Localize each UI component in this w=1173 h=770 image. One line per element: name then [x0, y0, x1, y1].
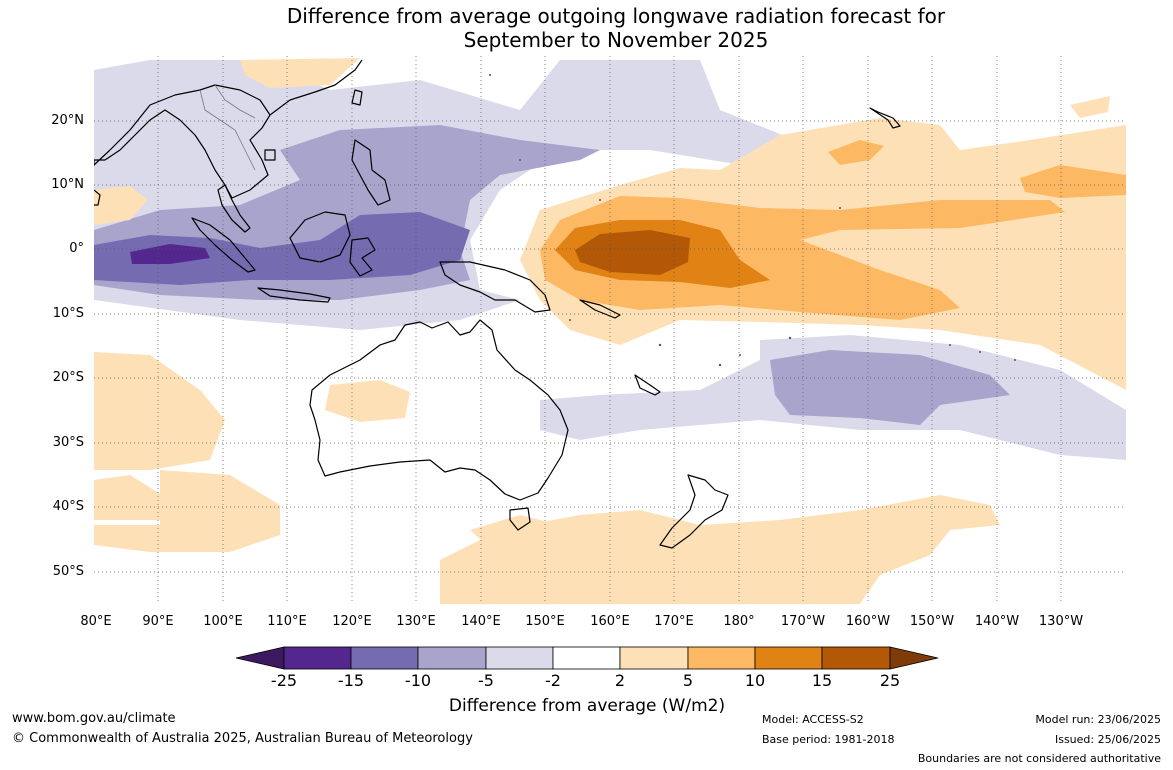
lon-tick-90e: 90°E: [142, 614, 174, 629]
coastline-hainan: [264, 149, 276, 161]
coastline-philippines: [351, 139, 391, 206]
lon-tick-110e: 110°E: [267, 614, 307, 629]
coastline-solomons: [579, 299, 621, 319]
island-dots: [489, 74, 1016, 367]
coastline-java: [257, 287, 331, 303]
lon-tick-180: 180°: [723, 614, 755, 629]
coastline-new-guinea: [439, 261, 551, 313]
lon-tick-140e: 140°E: [461, 614, 501, 629]
coastlines: [94, 59, 901, 549]
lon-tick-170w: 170°W: [780, 614, 826, 629]
lat-tick-10s: 10°S: [52, 306, 84, 321]
colorbar-label: 5: [682, 671, 694, 690]
colorbar-label: 10: [744, 671, 766, 690]
coastline-new-zealand: [659, 474, 729, 549]
lat-tick-0: 0°: [69, 241, 84, 256]
coastline-asia-mainland: [94, 84, 271, 199]
lon-tick-130e: 130°E: [396, 614, 436, 629]
colorbar-label: -2: [545, 671, 561, 690]
issued-date: Issued: 25/06/2025: [1054, 733, 1161, 746]
colorbar-label: -25: [270, 671, 298, 690]
contour-pos-2-western-australia: [325, 380, 410, 422]
contour-pos-2-north-sumatra: [94, 186, 148, 225]
coastline-sumatra: [191, 217, 256, 273]
lon-tick-80e: 80°E: [80, 614, 112, 629]
colorbar-label: -15: [337, 671, 365, 690]
colorbar-label: 15: [811, 671, 833, 690]
contour-pos-2-hawaii-north: [1070, 96, 1110, 118]
lat-tick-20s: 20°S: [52, 370, 84, 385]
country-borders: [199, 84, 321, 271]
contour-pos-2-tasman: [470, 515, 560, 548]
colorbar-label: 25: [879, 671, 901, 690]
lon-tick-120e: 120°E: [332, 614, 372, 629]
title-line-1: Difference from average outgoing longwav…: [286, 4, 946, 28]
lat-tick-30s: 30°S: [52, 435, 84, 450]
coastline-malay-peninsula: [217, 184, 251, 233]
copyright-text: © Commonwealth of Australia 2025, Austra…: [12, 731, 473, 746]
base-period: Base period: 1981-2018: [762, 733, 895, 746]
anomaly-contours: [94, 56, 1126, 604]
lat-tick-20n: 20°N: [51, 113, 84, 128]
lat-tick-50s: 50°S: [52, 564, 84, 579]
colorbar-label: -5: [478, 671, 494, 690]
coastline-china-east: [269, 59, 363, 116]
contour-pos-2-indian-ocean: [94, 352, 225, 470]
contour-pos-2-south-indian: [94, 475, 170, 520]
website-link[interactable]: www.bom.gov.au/climate: [12, 711, 176, 726]
title-line-2: September to November 2025: [463, 28, 769, 52]
boundaries-disclaimer: Boundaries are not considered authoritat…: [917, 752, 1161, 765]
coastline-sri-lanka: [94, 189, 101, 206]
model-run-date: Model run: 23/06/2025: [1035, 713, 1161, 726]
contour-pos-5-north-pacific: [828, 140, 884, 165]
chart-title: Difference from average outgoing longwav…: [0, 4, 1173, 52]
colorbar-label: -10: [404, 671, 432, 690]
lat-tick-40s: 40°S: [52, 499, 84, 514]
contour-pos-2-north-asia: [240, 58, 360, 88]
coastline-tasmania: [509, 507, 531, 531]
coastline-hawaii: [869, 107, 901, 129]
contour-pos-15-pacific: [575, 230, 690, 275]
coastline-borneo: [289, 211, 351, 263]
lon-tick-150w: 150°W: [909, 614, 955, 629]
contour-pos-2-southern-ocean: [440, 495, 1000, 604]
contour-pos-2-south-west: [94, 470, 280, 552]
coastline-taiwan: [351, 89, 363, 106]
lon-tick-170e: 170°E: [654, 614, 694, 629]
lat-tick-10n: 10°N: [51, 177, 84, 192]
coastline-new-caledonia: [634, 374, 661, 396]
graticule: [94, 56, 1126, 604]
coastline-australia: [309, 319, 569, 501]
colorbar-title: Difference from average (W/m2): [448, 696, 726, 716]
lon-tick-100e: 100°E: [203, 614, 243, 629]
contour-neg-10-west: [94, 212, 470, 285]
coastline-sulawesi: [349, 237, 376, 277]
contour-pos-5-east-pacific: [1020, 165, 1126, 198]
lon-tick-150e: 150°E: [525, 614, 565, 629]
model-name: Model: ACCESS-S2: [762, 713, 864, 726]
lon-tick-160w: 160°W: [845, 614, 891, 629]
lon-tick-130w: 130°W: [1038, 614, 1084, 629]
lon-tick-160e: 160°E: [590, 614, 630, 629]
lon-tick-140w: 140°W: [974, 614, 1020, 629]
colorbar-label: 2: [614, 671, 626, 690]
contour-neg-5-south-pacific: [770, 350, 1010, 425]
